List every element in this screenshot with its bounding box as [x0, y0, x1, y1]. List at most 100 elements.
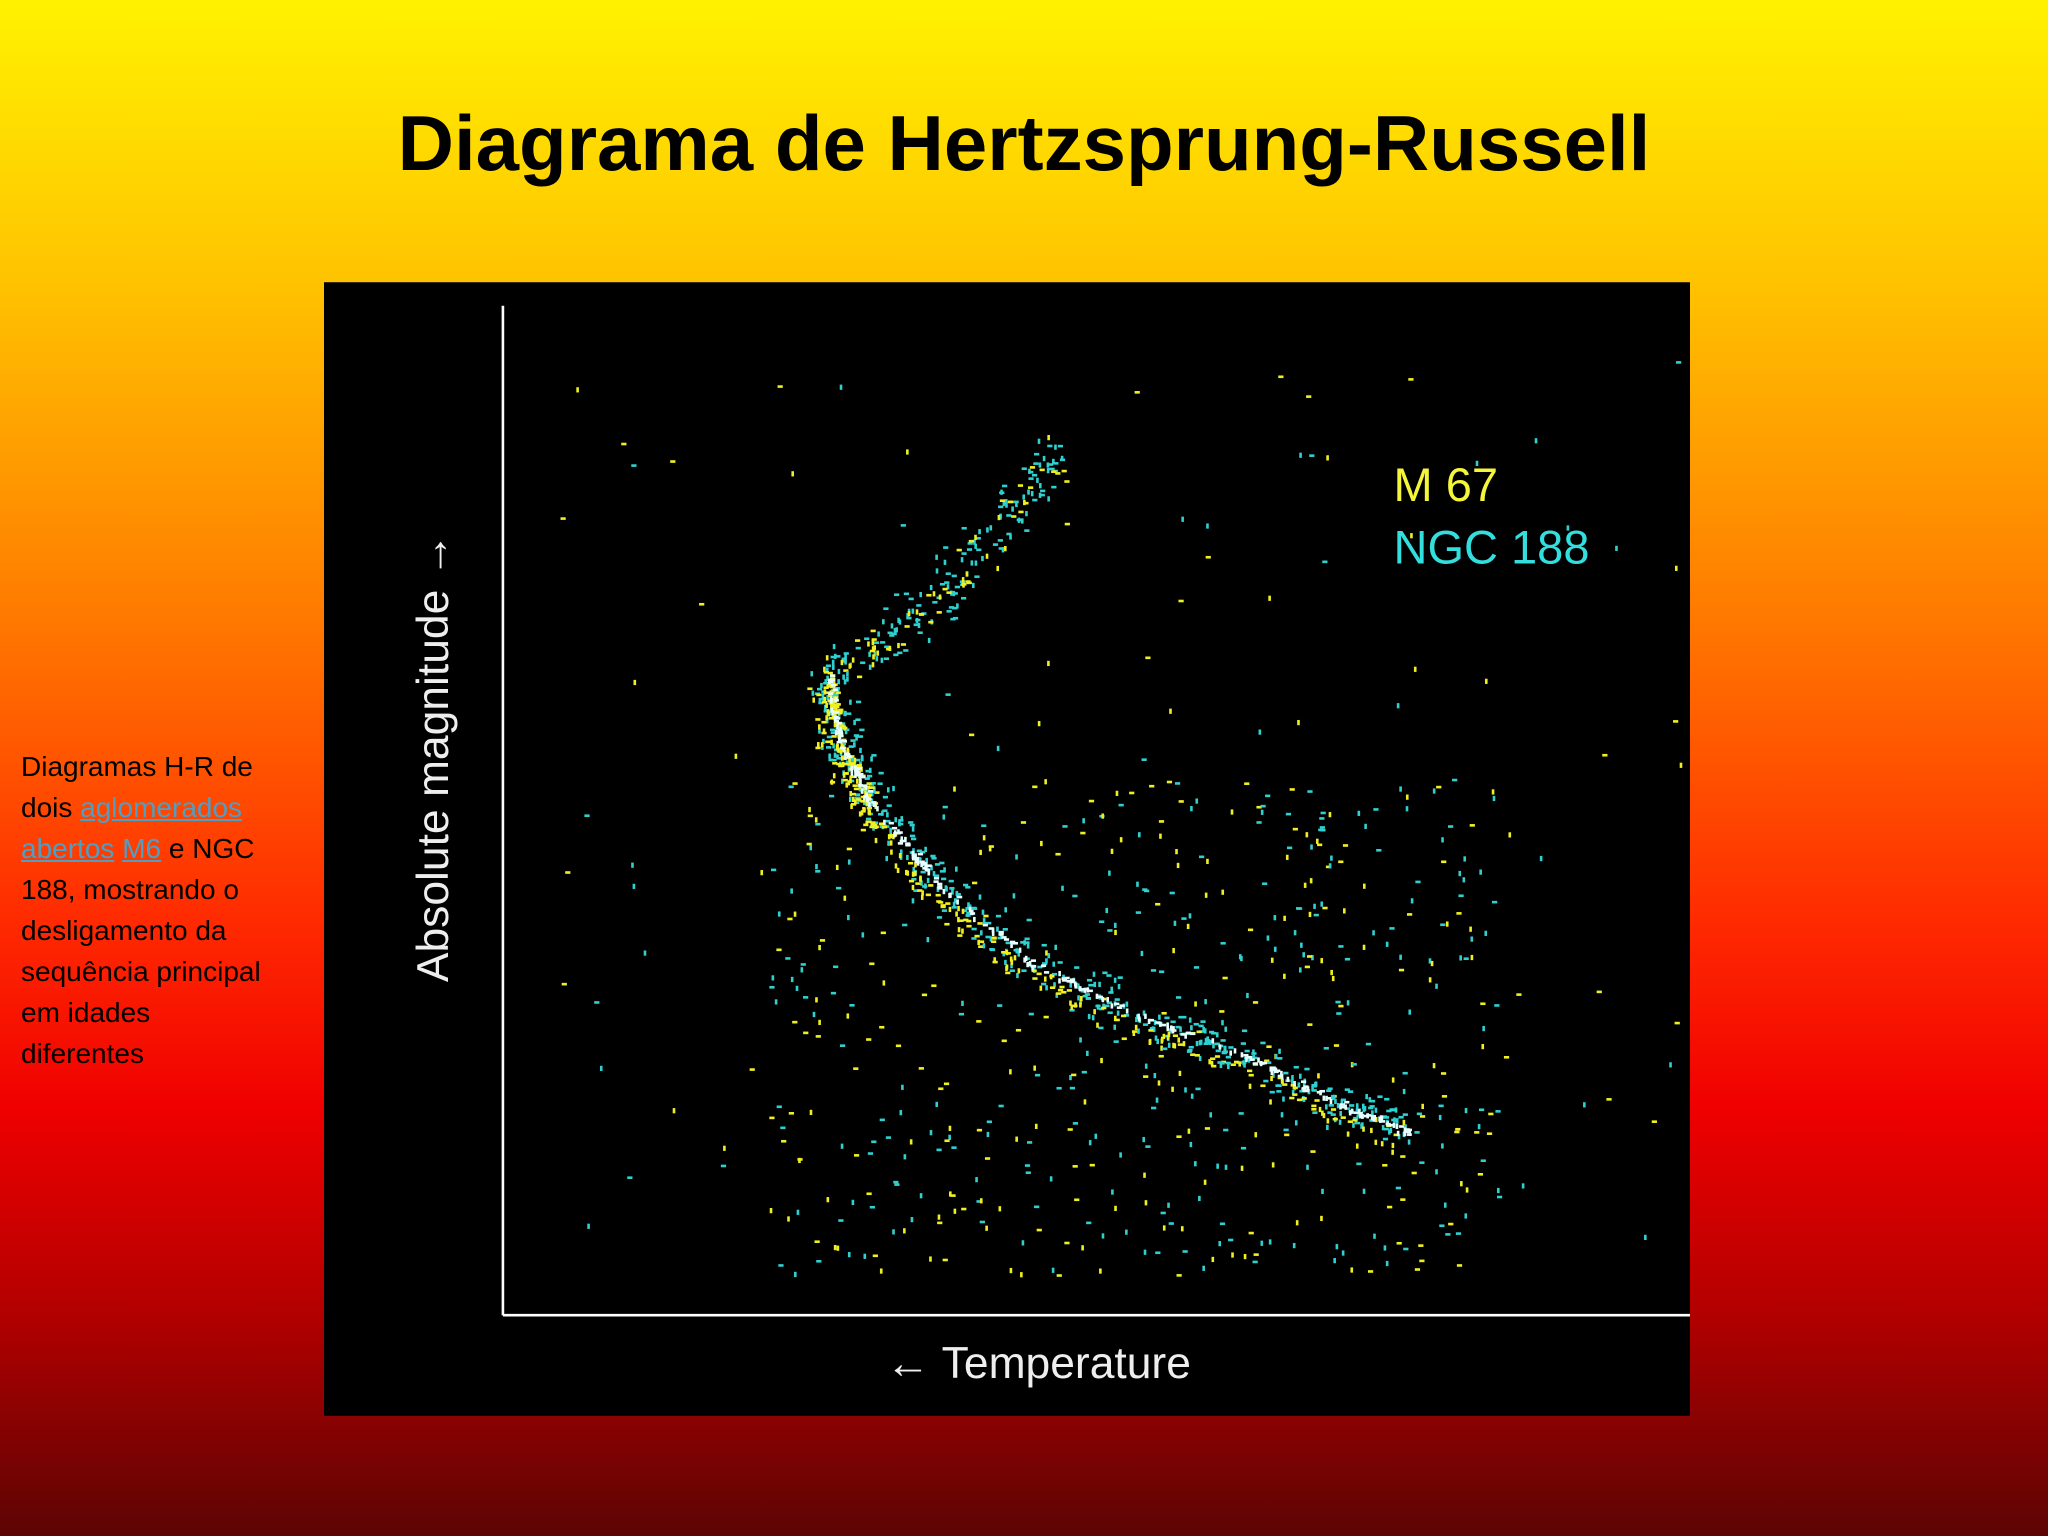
star-dot: [1032, 785, 1038, 789]
star-dot: [800, 963, 806, 966]
star-dot: [1223, 1045, 1227, 1052]
star-dot: [1283, 1071, 1289, 1075]
star-dot: [1350, 1267, 1354, 1273]
star-dot: [1166, 1026, 1170, 1032]
star-dot: [926, 877, 930, 884]
star-dot: [796, 1209, 800, 1215]
star-dot: [1240, 1146, 1247, 1150]
star-dot: [924, 846, 927, 853]
star-dot: [839, 384, 843, 390]
star-dot: [1016, 972, 1019, 979]
star-dot: [1268, 1239, 1272, 1245]
star-dot: [885, 1136, 892, 1139]
star-dot: [1209, 1112, 1213, 1118]
star-dot: [1162, 1225, 1166, 1231]
caption-link[interactable]: aglomerados abertos: [21, 792, 243, 864]
star-dot: [1039, 468, 1045, 472]
star-dot: [1233, 1048, 1237, 1054]
star-dot: [919, 1193, 923, 1199]
star-dot: [895, 1044, 902, 1048]
star-dot: [1179, 1026, 1182, 1032]
star-dot: [1064, 976, 1070, 980]
star-dot: [797, 1158, 803, 1161]
star-dot: [830, 991, 837, 995]
star-dot: [807, 814, 813, 818]
star-dot: [853, 719, 856, 726]
star-dot: [1470, 954, 1474, 961]
star-dot: [961, 552, 967, 555]
star-dot: [1051, 485, 1057, 489]
star-dot: [1198, 1024, 1204, 1028]
star-dot: [1026, 1141, 1033, 1144]
star-dot: [898, 853, 902, 859]
star-dot: [1047, 444, 1053, 448]
star-dot: [1358, 1113, 1362, 1119]
star-dot: [1001, 1039, 1007, 1043]
star-dot: [889, 833, 893, 839]
star-dot: [908, 597, 914, 601]
star-dot: [1381, 1125, 1385, 1131]
star-dot: [576, 387, 579, 393]
star-dot: [847, 1252, 851, 1258]
star-dot: [855, 771, 861, 774]
star-dot: [840, 755, 844, 761]
star-dot: [818, 701, 824, 705]
star-dot: [868, 801, 871, 807]
star-dot: [1495, 1110, 1501, 1113]
star-dot: [1286, 1076, 1290, 1082]
star-dot: [1055, 852, 1061, 856]
star-dot: [1169, 891, 1175, 895]
star-dot: [932, 601, 938, 604]
star-dot: [1061, 990, 1067, 994]
star-dot: [808, 806, 811, 813]
star-dot: [1325, 1095, 1328, 1102]
star-dot: [1144, 1013, 1147, 1019]
star-dot: [837, 679, 840, 685]
star-dot: [1206, 523, 1209, 529]
star-dot: [818, 1019, 821, 1026]
star-dot: [933, 876, 940, 880]
star-dot: [1421, 1103, 1424, 1110]
star-dot: [631, 862, 634, 868]
star-dot: [887, 631, 893, 635]
star-dot: [1101, 996, 1105, 1003]
star-dot: [872, 1254, 878, 1258]
star-dot: [1353, 1111, 1359, 1114]
star-dot: [1094, 1133, 1098, 1139]
star-dot: [1074, 966, 1080, 969]
star-dot: [1260, 809, 1264, 815]
star-dot: [1167, 1202, 1170, 1208]
star-dot: [1416, 1112, 1423, 1116]
star-dot: [1166, 1034, 1170, 1041]
star-dot: [948, 906, 952, 913]
star-dot: [1286, 846, 1293, 850]
star-dot: [1320, 901, 1324, 907]
star-dot: [1228, 1238, 1234, 1242]
star-dot: [1435, 1169, 1438, 1175]
star-dot: [1252, 1001, 1259, 1004]
star-dot: [956, 899, 959, 905]
star-dot: [961, 526, 967, 530]
star-dot: [1395, 1118, 1399, 1124]
star-dot: [945, 572, 951, 576]
star-dot: [1069, 1074, 1072, 1081]
star-dot: [836, 721, 843, 725]
caption-link[interactable]: M6: [122, 833, 162, 864]
star-dot: [1114, 1002, 1120, 1006]
star-dot: [846, 676, 849, 682]
star-dot: [1061, 977, 1067, 980]
star-dot: [1339, 1104, 1342, 1110]
star-dot: [843, 725, 846, 731]
star-dot: [1382, 1163, 1388, 1167]
star-dot: [1350, 1108, 1354, 1114]
star-dot: [1374, 1116, 1378, 1123]
star-dot: [1153, 1019, 1157, 1026]
star-dot: [749, 1068, 755, 1071]
star-dot: [847, 914, 850, 921]
star-dot: [1099, 920, 1105, 924]
star-dot: [894, 593, 900, 597]
star-dot: [1022, 494, 1026, 500]
star-dot: [860, 810, 864, 816]
star-dot: [847, 859, 851, 865]
star-dot: [968, 539, 974, 543]
